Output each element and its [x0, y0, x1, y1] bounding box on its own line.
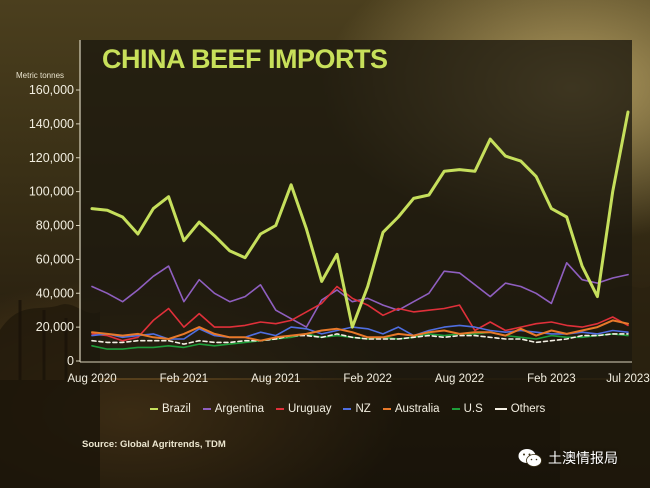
- legend: Brazil Argentina Uruguay NZ Australia U.S Othe…: [150, 402, 545, 416]
- legend-label: Brazil: [162, 403, 191, 415]
- legend-swatch: [150, 408, 158, 410]
- legend-item: Uruguay: [276, 403, 331, 415]
- series-line-nz: [91, 324, 629, 340]
- legend-label: Others: [510, 403, 546, 415]
- y-tick-label: 0: [67, 354, 74, 368]
- series-line-others: [91, 333, 629, 345]
- legend-swatch: [382, 408, 391, 410]
- series-line-uruguay: [91, 285, 629, 342]
- legend-label: Argentina: [214, 403, 264, 415]
- legend-swatch: [276, 408, 284, 410]
- y-tick-label: 100,000: [29, 185, 74, 199]
- legend-swatch: [202, 408, 211, 410]
- legend-swatch: [494, 408, 507, 410]
- legend-label: NZ: [355, 403, 371, 415]
- y-tick-label: 20,000: [36, 320, 74, 334]
- x-tick-label: Feb 2023: [527, 373, 576, 385]
- source-note: Source: Global Agritrends, TDM: [82, 439, 226, 450]
- y-axis-label: Metric tonnes: [16, 71, 65, 80]
- watermark: 土澳情报局: [518, 448, 618, 468]
- series-line-brazil: [90, 110, 630, 329]
- x-tick-label: Aug 2020: [67, 373, 116, 385]
- y-tick-label: 40,000: [36, 286, 74, 300]
- x-tick-label: Aug 2022: [435, 373, 484, 385]
- legend-item: Argentina: [202, 403, 264, 415]
- chart-title: CHINA BEEF IMPORTS: [102, 44, 388, 74]
- legend-item: Others: [494, 403, 546, 415]
- x-tick-label: Feb 2022: [343, 373, 392, 385]
- y-tick-label: 80,000: [36, 219, 74, 233]
- legend-item: NZ: [343, 403, 371, 415]
- x-tick-label: Jul 2023: [606, 373, 649, 385]
- y-tick-label: 60,000: [36, 252, 74, 266]
- series-line-argentina: [91, 261, 629, 328]
- legend-label: Uruguay: [288, 403, 332, 415]
- legend-item: Australia: [382, 403, 440, 415]
- y-tick-label: 120,000: [29, 151, 74, 165]
- legend-item: U.S: [451, 403, 483, 415]
- watermark-text: 土澳情报局: [548, 450, 618, 466]
- y-tick-label: 160,000: [29, 83, 74, 97]
- series-line-australia: [91, 319, 629, 342]
- legend-label: U.S: [463, 403, 483, 415]
- legend-swatch: [343, 408, 352, 410]
- legend-item: Brazil: [150, 403, 191, 415]
- wechat-icon: [518, 449, 542, 467]
- legend-swatch: [451, 408, 460, 410]
- legend-label: Australia: [394, 403, 440, 415]
- x-tick-label: Feb 2021: [160, 373, 209, 385]
- y-tick-label: 140,000: [29, 117, 74, 131]
- x-tick-label: Aug 2021: [251, 373, 300, 385]
